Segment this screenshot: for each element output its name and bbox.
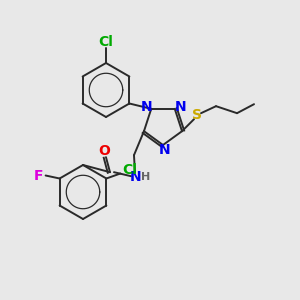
Text: N: N — [159, 143, 171, 157]
Text: Cl: Cl — [122, 164, 137, 178]
Text: N: N — [130, 170, 142, 184]
Text: N: N — [175, 100, 187, 114]
Text: N: N — [140, 100, 152, 114]
Text: S: S — [192, 108, 202, 122]
Text: F: F — [34, 169, 43, 182]
Text: O: O — [98, 144, 110, 158]
Text: Cl: Cl — [99, 35, 113, 49]
Text: H: H — [141, 172, 151, 182]
